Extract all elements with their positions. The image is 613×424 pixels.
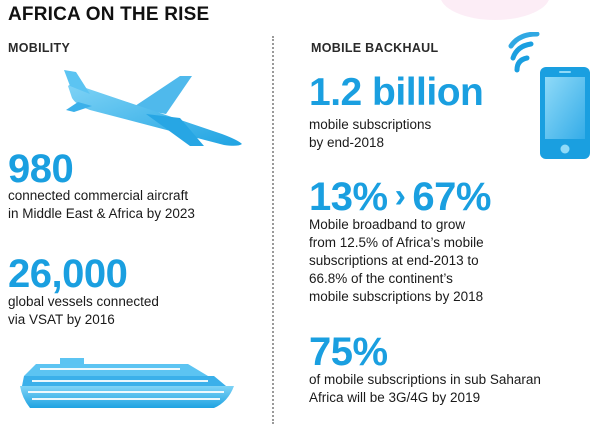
decorative-pink-shape [440,0,550,20]
cruise-ship-icon [20,358,234,408]
broadband-line5: mobile subscriptions by 2018 [309,289,484,304]
vessels-stat-value: 26,000 [8,252,128,296]
3g4g-stat-line2: Africa will be 3G/4G by 2019 [309,390,481,405]
broadband-line1: Mobile broadband to grow [309,217,466,232]
vessels-stat-line2: via VSAT by 2016 [8,312,115,327]
subscriptions-stat-value: 1.2 billion [309,71,484,114]
3g4g-stat-value: 75% [309,330,388,374]
vessels-stat-line1: global vessels connected [8,294,159,309]
aircraft-stat-value: 980 [8,147,74,191]
broadband-from-value: 13% [309,175,388,219]
broadband-growth-value: 13% › 67% [309,177,491,217]
wifi-signal-icon [508,32,540,73]
aircraft-stat-line2: in Middle East & Africa by 2023 [8,206,195,221]
subscriptions-stat-line1: mobile subscriptions [309,117,432,132]
smartphone-icon [540,67,590,159]
broadband-line4: 66.8% of the continent’s [309,271,453,286]
broadband-line2: from 12.5% of Africa’s mobile [309,235,484,250]
backhaul-heading: MOBILE BACKHAUL [311,41,439,55]
aircraft-stat-line1: connected commercial aircraft [8,188,189,203]
subscriptions-stat-line2: by end-2018 [309,135,385,150]
page-title: AFRICA ON THE RISE [8,4,210,25]
airplane-icon [64,70,242,146]
broadband-line3: subscriptions at end-2013 to [309,253,479,268]
mobility-heading: MOBILITY [8,41,71,55]
broadband-to-value: 67% [412,175,491,219]
3g4g-stat-line1: of mobile subscriptions in sub Saharan [309,372,541,387]
growth-arrow-icon: › [394,177,406,215]
column-divider [272,36,274,424]
